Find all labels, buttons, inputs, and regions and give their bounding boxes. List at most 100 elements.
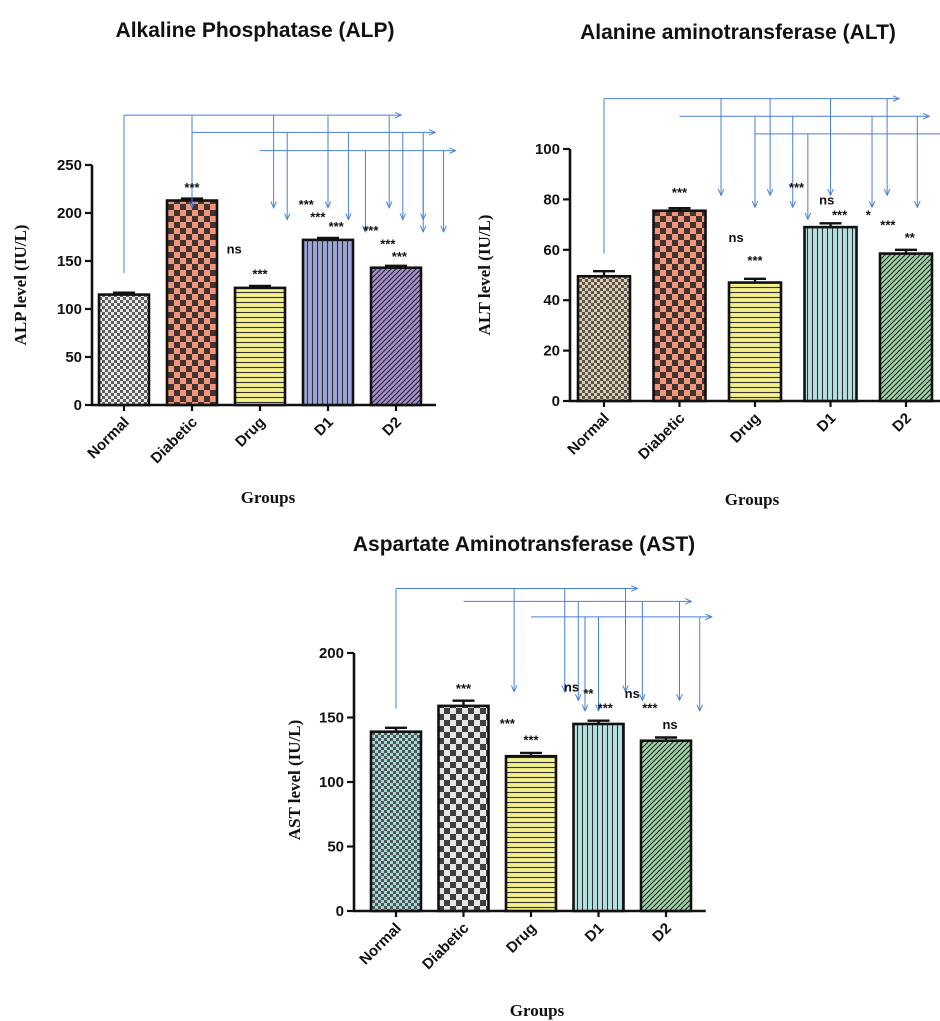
error-bar	[520, 751, 542, 757]
y-tick-label: 100	[319, 774, 344, 791]
error-bar	[452, 699, 475, 706]
comparison-bracket	[123, 115, 401, 273]
y-axis-label: ALP level (IU/L)	[11, 225, 30, 346]
error-bar	[385, 264, 407, 268]
x-tick-label: Diabetic	[419, 920, 472, 973]
x-tick-label: D1	[582, 920, 608, 946]
comparison-bracket	[603, 99, 899, 254]
y-tick-label: 100	[57, 301, 82, 318]
error-bar	[593, 270, 615, 277]
significance-label: ns	[819, 192, 834, 207]
significance-label: ***	[184, 180, 200, 195]
error-bar	[317, 236, 339, 240]
chart-title: Aspartate Aminotransferase (AST)	[353, 533, 695, 556]
y-tick-label: 250	[57, 157, 82, 174]
chart-title: Alkaline Phosphatase (ALP)	[116, 19, 395, 42]
y-axis-label: AST level (IU/L)	[285, 720, 304, 841]
x-axis-label: Groups	[241, 488, 296, 507]
x-tick-label: Normal	[84, 414, 133, 463]
y-tick-label: 50	[327, 839, 344, 856]
bar-diabetic	[437, 704, 490, 913]
bar-drug	[727, 281, 783, 403]
bar-d2	[369, 266, 423, 407]
bar-d1	[572, 722, 625, 913]
comparison-bracket	[260, 151, 456, 232]
bar-normal	[369, 730, 423, 913]
error-bar	[819, 222, 842, 228]
significance-label: ***	[642, 700, 658, 715]
significance-label: ***	[299, 197, 315, 212]
significance-label: ***	[747, 253, 763, 268]
significance-label: ***	[789, 180, 805, 195]
significance-label: ***	[832, 208, 848, 223]
y-tick-label: 60	[543, 242, 560, 259]
significance-label: **	[583, 686, 594, 701]
significance-label: ns	[625, 686, 640, 701]
bar-diabetic	[165, 199, 219, 407]
x-tick-label: Normal	[356, 920, 405, 969]
bar-d2	[639, 739, 693, 913]
y-tick-label: 150	[319, 710, 344, 727]
comparison-bracket	[463, 601, 692, 700]
ast-chart: Aspartate Aminotransferase (AST) AST lev…	[285, 533, 712, 1020]
x-tick-label: Drug	[727, 410, 764, 447]
chart-title: Alanine aminotransferase (ALT)	[580, 21, 896, 44]
error-bar	[655, 736, 677, 741]
bar-d2	[878, 252, 934, 403]
x-tick-label: D2	[379, 414, 405, 440]
error-bar	[113, 291, 135, 295]
bar-drug	[504, 754, 558, 913]
x-tick-label: Diabetic	[635, 410, 688, 463]
x-tick-label: D2	[649, 920, 675, 946]
y-tick-label: 200	[57, 205, 82, 222]
comparison-bracket	[679, 116, 930, 207]
significance-label: *	[866, 208, 872, 223]
bar-d1	[301, 238, 355, 407]
significance-label: ***	[500, 716, 516, 731]
bar-drug	[233, 286, 287, 407]
alt-chart: Alanine aminotransferase (ALT) ALT level…	[475, 21, 940, 509]
significance-label: ***	[672, 185, 688, 200]
comparison-bracket	[531, 617, 712, 711]
y-tick-label: 100	[535, 141, 560, 158]
y-tick-label: 0	[552, 393, 560, 410]
significance-label: ***	[598, 700, 614, 715]
significance-label: ***	[392, 249, 408, 264]
significance-label: ***	[523, 733, 539, 748]
significance-label: **	[905, 230, 916, 245]
x-tick-label: Diabetic	[148, 414, 201, 467]
significance-label: ***	[329, 219, 345, 234]
significance-label: ns	[227, 241, 242, 256]
significance-label: ***	[310, 210, 326, 225]
significance-label: ns	[662, 717, 677, 732]
significance-label: ***	[456, 681, 472, 696]
significance-label: ***	[363, 223, 379, 238]
error-bar	[744, 277, 766, 283]
significance-label: ns	[564, 680, 579, 695]
x-tick-label: D2	[889, 410, 915, 436]
significance-label: ***	[252, 266, 268, 281]
comparison-bracket	[755, 133, 940, 219]
x-tick-label: D1	[311, 414, 337, 440]
x-tick-label: Normal	[564, 410, 613, 459]
significance-label: ***	[880, 218, 896, 233]
bar-normal	[97, 293, 151, 407]
y-tick-label: 20	[543, 343, 560, 360]
x-tick-label: Drug	[503, 920, 540, 957]
x-axis-label: Groups	[725, 490, 780, 509]
y-tick-label: 0	[336, 903, 344, 920]
y-tick-label: 40	[543, 292, 560, 309]
significance-label: ns	[729, 230, 744, 245]
alp-chart: Alkaline Phosphatase (ALP) ALP level (IU…	[11, 19, 456, 507]
error-bar	[587, 719, 610, 724]
x-axis-label: Groups	[510, 1001, 565, 1020]
y-tick-label: 200	[319, 645, 344, 662]
error-bar	[895, 248, 917, 254]
y-tick-label: 0	[74, 397, 82, 414]
x-tick-label: Drug	[232, 414, 269, 451]
significance-label: ***	[380, 237, 396, 252]
y-axis-label: ALT level (IU/L)	[475, 215, 494, 336]
error-bar	[668, 207, 691, 211]
error-bar	[249, 284, 271, 288]
